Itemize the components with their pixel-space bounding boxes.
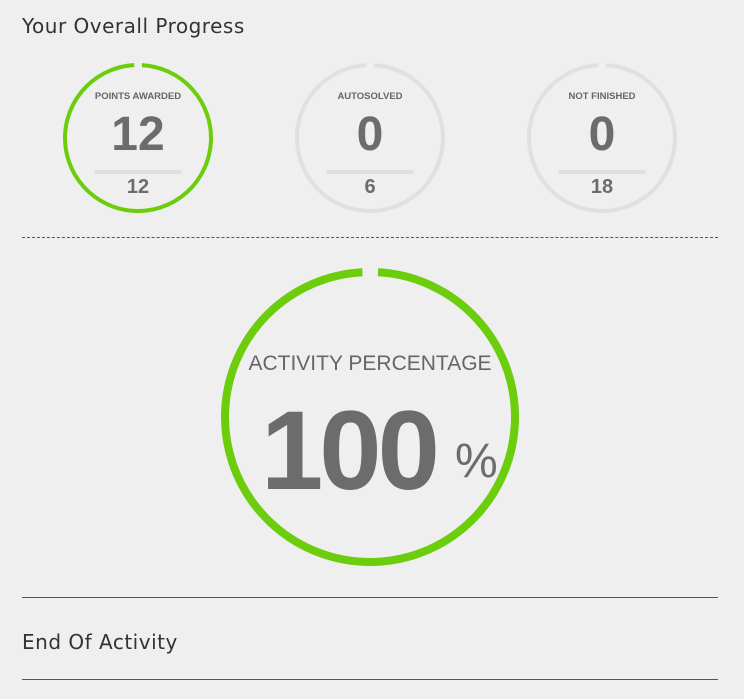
ring-progress	[63, 63, 213, 213]
stat-value: 0	[588, 108, 616, 161]
not-finished-ring: NOT FINISHED 0 18	[527, 63, 677, 213]
activity-unit: %	[455, 435, 498, 488]
progress-ring	[221, 268, 519, 566]
stat-value: 12	[111, 108, 165, 161]
activity-value: 100	[261, 388, 440, 513]
end-of-activity-heading: End Of Activity	[22, 630, 178, 654]
points-awarded-ring: POINTS AWARDED 12 12	[63, 63, 213, 213]
stat-value: 0	[356, 108, 384, 161]
ring-progress	[221, 268, 519, 566]
divider	[558, 170, 646, 174]
progress-ring	[527, 63, 677, 213]
dashed-divider	[22, 237, 718, 238]
divider	[22, 597, 718, 598]
stat-label: NOT FINISHED	[568, 91, 636, 102]
stat-total: 6	[364, 176, 376, 198]
page-title: Your Overall Progress	[22, 14, 245, 38]
stat-label: AUTOSOLVED	[337, 91, 403, 102]
activity-label: ACTIVITY PERCENTAGE	[248, 352, 492, 375]
stat-label: POINTS AWARDED	[94, 91, 182, 102]
divider	[22, 679, 718, 680]
stat-total: 18	[590, 176, 614, 198]
progress-ring	[63, 63, 213, 213]
divider	[94, 170, 182, 174]
divider	[326, 170, 414, 174]
autosolved-ring: AUTOSOLVED 0 6	[295, 63, 445, 213]
stat-total: 12	[126, 176, 150, 198]
activity-percentage-ring: ACTIVITY PERCENTAGE 100 %	[221, 268, 519, 566]
progress-ring	[295, 63, 445, 213]
